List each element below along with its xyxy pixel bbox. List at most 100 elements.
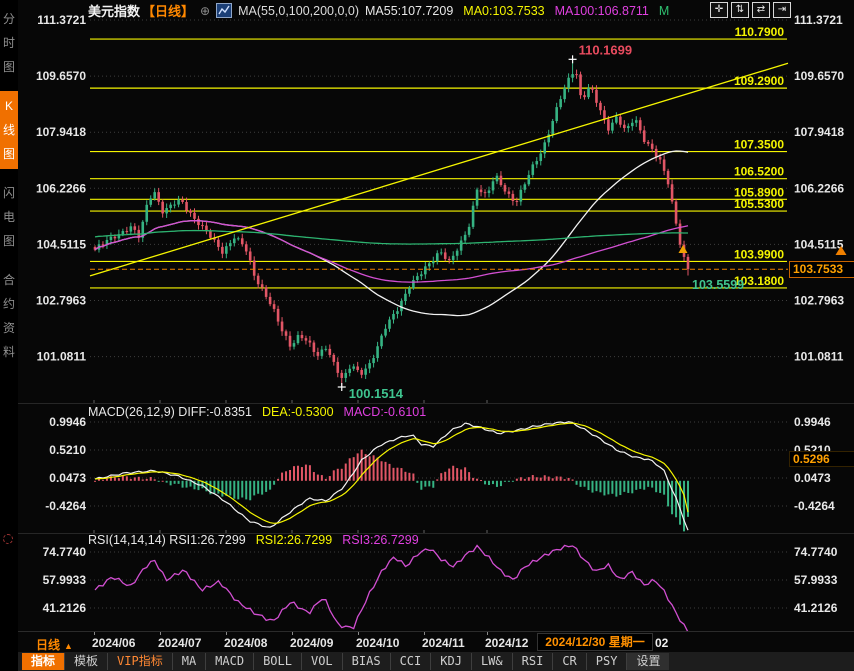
period-arrow-icon: ▲ bbox=[64, 641, 73, 651]
indicator-readout: MACD(26,12,9) DIFF:-0.8351 bbox=[88, 405, 252, 419]
toolbar-item-BIAS[interactable]: BIAS bbox=[341, 653, 390, 670]
toolbar-item-MACD[interactable]: MACD bbox=[205, 653, 253, 670]
symbol-title: 美元指数 bbox=[88, 4, 141, 19]
svg-text:103.1800: 103.1800 bbox=[734, 274, 784, 288]
toolbar-item-RSI[interactable]: RSI bbox=[511, 653, 553, 670]
toolbar-item-PSY[interactable]: PSY bbox=[585, 653, 627, 670]
toolbar-item-指标[interactable]: 指标 bbox=[22, 653, 65, 670]
next-date-label: 02 bbox=[655, 636, 669, 650]
ma-value-label: MA100:106.8711 bbox=[554, 3, 649, 18]
svg-text:0.9946: 0.9946 bbox=[49, 415, 86, 429]
period-selector[interactable]: 日线 ▲ bbox=[36, 638, 73, 652]
left-sidebar: 分时图 K线图闪电图合约资料 bbox=[0, 0, 18, 671]
toolbar-item-设置[interactable]: 设置 bbox=[626, 653, 670, 670]
chart-type-icon[interactable] bbox=[216, 3, 233, 18]
month-tick bbox=[94, 632, 95, 635]
sidebar-tab-1[interactable]: 分时图 bbox=[2, 12, 15, 74]
toolbar-item-VIP指标[interactable]: VIP指标 bbox=[107, 653, 172, 670]
indicator-readout: RSI(14,14,14) RSI1:26.7299 bbox=[88, 533, 246, 547]
time-axis-scale-icon[interactable]: ⇄ bbox=[752, 2, 770, 18]
svg-text:110.1699: 110.1699 bbox=[579, 42, 633, 57]
topbar: 美元指数 【日线】 ⊕ MA(55,0,100,200,0,0) MA55:10… bbox=[88, 2, 669, 19]
svg-text:104.5115: 104.5115 bbox=[37, 237, 87, 251]
svg-text:109.2900: 109.2900 bbox=[734, 74, 784, 88]
ma-values: MA55:107.7209 MA0:103.7533 MA100:106.8711 M bbox=[365, 4, 669, 18]
svg-text:0.0473: 0.0473 bbox=[794, 471, 831, 485]
date-label: 2024/07 bbox=[158, 636, 202, 650]
ma-value-label: MA0:103.7533 bbox=[463, 3, 545, 18]
svg-text:74.7740: 74.7740 bbox=[43, 545, 87, 559]
svg-text:102.7963: 102.7963 bbox=[36, 294, 86, 308]
svg-text:104.5115: 104.5115 bbox=[794, 237, 844, 251]
signal-arrow-icon bbox=[678, 245, 688, 253]
svg-text:109.6570: 109.6570 bbox=[794, 69, 844, 83]
macd-header: MACD(26,12,9) DIFF:-0.8351 DEA:-0.5300 MAC… bbox=[88, 405, 426, 419]
svg-text:111.3721: 111.3721 bbox=[794, 13, 843, 27]
toolbar-item-BOLL[interactable]: BOLL bbox=[253, 653, 301, 670]
month-tick bbox=[358, 632, 359, 635]
chart-tool-buttons: ✛ ⇅ ⇄ ⇥ bbox=[710, 2, 791, 18]
svg-text:105.8900: 105.8900 bbox=[734, 185, 784, 199]
main-gridlines: 111.3721 111.3721 109.6570 109.6570 107.9418… bbox=[36, 13, 844, 364]
svg-text:0.9946: 0.9946 bbox=[794, 415, 831, 429]
svg-text:57.9933: 57.9933 bbox=[43, 573, 87, 587]
rsi-layer bbox=[94, 544, 689, 632]
toolbar-item-模板[interactable]: 模板 bbox=[64, 653, 107, 670]
ma-settings-label: MA(55,0,100,200,0,0) bbox=[238, 3, 360, 18]
svg-text:107.9418: 107.9418 bbox=[36, 125, 86, 139]
period-tag: 【日线】 bbox=[142, 4, 195, 19]
svg-text:-0.4264: -0.4264 bbox=[45, 499, 86, 513]
sidebar-tab-4[interactable]: 合约资料 bbox=[2, 273, 15, 359]
date-label: 2024/11 bbox=[422, 636, 465, 650]
collapse-panel-icon[interactable]: ⇥ bbox=[773, 2, 791, 18]
toolbar-item-KDJ[interactable]: KDJ bbox=[430, 653, 471, 670]
candles-layer bbox=[93, 59, 690, 388]
support-resistance-levels: 110.7900 109.2900 107.3500 106.5200 105.8900… bbox=[90, 25, 787, 289]
date-label: 2024/06 bbox=[92, 636, 136, 650]
month-tick bbox=[292, 632, 293, 635]
svg-text:57.9933: 57.9933 bbox=[794, 573, 838, 587]
svg-text:103.9900: 103.9900 bbox=[734, 247, 784, 261]
svg-text:110.7900: 110.7900 bbox=[735, 25, 785, 39]
ma-value-label: MA55:107.7209 bbox=[365, 3, 454, 18]
toolbar-item-CCI[interactable]: CCI bbox=[389, 653, 431, 670]
svg-text:101.0811: 101.0811 bbox=[37, 350, 87, 364]
macd-value-badge: 0.5296 bbox=[789, 451, 854, 467]
ma-lines-layer bbox=[94, 150, 689, 317]
indicator-readout: RSI3:26.7299 bbox=[342, 533, 419, 547]
indicator-readout: MACD:-0.6101 bbox=[343, 405, 427, 419]
indicator-toolbar: 指标 模板 VIP指标 MA MACD BOLL VOL BIAS CCI KDJ LW& RSI CR… bbox=[18, 652, 854, 671]
svg-text:103.5599: 103.5599 bbox=[692, 278, 744, 292]
current-date-highlight: 2024/12/30 星期一 bbox=[537, 633, 653, 651]
panel-separators bbox=[18, 400, 854, 534]
svg-text:107.9418: 107.9418 bbox=[794, 125, 844, 139]
sidebar-tab-2[interactable]: K线图 bbox=[0, 91, 18, 169]
last-price-badge: 103.7533 bbox=[789, 261, 854, 278]
price-axis-scale-icon[interactable]: ⇅ bbox=[731, 2, 749, 18]
svg-text:109.6570: 109.6570 bbox=[36, 69, 86, 83]
month-tick bbox=[226, 632, 227, 635]
toolbar-item-CR[interactable]: CR bbox=[552, 653, 585, 670]
svg-text:105.5300: 105.5300 bbox=[734, 197, 784, 211]
svg-text:100.1514: 100.1514 bbox=[349, 386, 404, 401]
toolbar-item-MA[interactable]: MA bbox=[171, 653, 205, 670]
svg-text:0.0473: 0.0473 bbox=[49, 471, 86, 485]
date-label: 2024/09 bbox=[290, 636, 334, 650]
svg-text:101.0811: 101.0811 bbox=[794, 350, 844, 364]
svg-text:102.7963: 102.7963 bbox=[794, 294, 844, 308]
svg-text:41.2126: 41.2126 bbox=[43, 601, 87, 615]
pan-tool-icon[interactable]: ✛ bbox=[710, 2, 728, 18]
price-arrow-icon bbox=[835, 246, 847, 255]
add-indicator-icon[interactable]: ⊕ bbox=[200, 3, 211, 18]
sidebar-tab-3[interactable]: 闪电图 bbox=[2, 186, 15, 248]
indicator-readout: RSI2:26.7299 bbox=[255, 533, 333, 547]
svg-text:106.5200: 106.5200 bbox=[734, 165, 784, 179]
svg-text:111.3721: 111.3721 bbox=[37, 13, 86, 27]
toolbar-item-VOL[interactable]: VOL bbox=[300, 653, 342, 670]
date-axis: 日线 ▲ 2024/06 2024/07 2024/08 2024/09 2024/10 2… bbox=[18, 631, 854, 653]
svg-text:74.7740: 74.7740 bbox=[794, 545, 838, 559]
extreme-markers: 110.1699 100.1514 103.5599 bbox=[337, 42, 847, 401]
toolbar-item-LW&[interactable]: LW& bbox=[470, 653, 512, 670]
month-tick bbox=[160, 632, 161, 635]
